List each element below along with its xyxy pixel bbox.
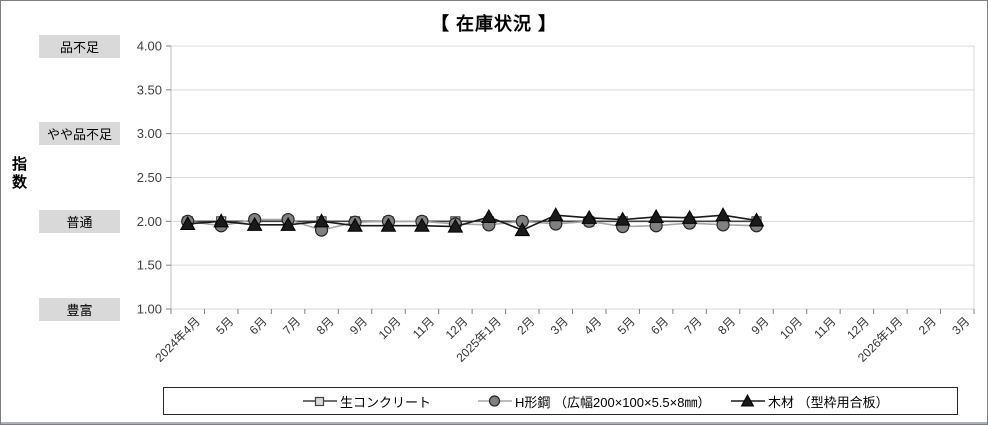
data-point-triangle[interactable] [246, 216, 263, 231]
x-tick-label: 6月 [648, 314, 671, 337]
data-point-triangle[interactable] [414, 217, 430, 232]
circle-legend-marker-icon [478, 395, 512, 407]
x-tick-label: 7月 [682, 314, 705, 337]
x-tick-label: 7月 [280, 314, 303, 337]
y-tick-label: 2.50 [137, 170, 162, 185]
x-tick-label: 10月 [376, 314, 404, 342]
data-point-triangle[interactable] [648, 208, 664, 223]
data-point-triangle[interactable] [614, 211, 631, 226]
x-tick-label: 9月 [749, 314, 772, 337]
x-tick-label: 2月 [514, 314, 537, 337]
chart-title: 【 在庫状況 】 [430, 14, 557, 34]
x-tick-label: 4月 [581, 314, 604, 337]
data-point-triangle[interactable] [179, 215, 196, 230]
y-tick-label: 4.00 [137, 39, 162, 54]
x-tick-label: 8月 [314, 314, 337, 337]
x-tick-label: 8月 [715, 314, 738, 337]
data-point-triangle[interactable] [681, 209, 698, 224]
level-label: やや品不足 [39, 122, 120, 146]
square-legend-marker-icon [303, 396, 337, 407]
y-tick-label: 3.50 [137, 82, 162, 97]
data-point-triangle[interactable] [514, 222, 531, 237]
x-tick-label: 2月 [916, 314, 939, 337]
x-tick-label: 9月 [347, 314, 370, 337]
x-tick-label: 5月 [213, 314, 236, 337]
x-tick-label: 3月 [949, 314, 972, 337]
legend-item-label: 生コンクリート [340, 394, 432, 410]
data-point-triangle[interactable] [280, 216, 296, 231]
legend-item[interactable]: 木材 （型枠用合板） [730, 388, 889, 414]
x-tick-label: 6月 [247, 314, 270, 337]
legend-item[interactable]: 生コンクリート [302, 388, 431, 414]
y-axis-title: 指数 [10, 156, 27, 192]
data-point-triangle[interactable] [481, 208, 497, 223]
x-tick-label: 10月 [777, 314, 805, 342]
legend-item[interactable]: H形鋼 （広幅200×100×5.5×8㎜） [477, 388, 710, 414]
x-tick-label: 11月 [811, 314, 838, 341]
x-tick-label: 12月 [844, 314, 872, 342]
legend: 生コンクリート H形鋼 （広幅200×100×5.5×8㎜） 木材 （型枠用合板） [163, 387, 958, 415]
triangle-legend-marker-icon [731, 394, 765, 407]
legend-item-label: 木材 （型枠用合板） [768, 394, 889, 410]
level-label: 普通 [39, 209, 120, 233]
data-point-triangle[interactable] [581, 209, 598, 224]
data-point-triangle[interactable] [380, 217, 397, 232]
data-point-triangle[interactable] [748, 212, 765, 227]
data-point-triangle[interactable] [213, 213, 230, 228]
x-tick-label: 12月 [443, 314, 471, 342]
x-tick-label: 11月 [410, 314, 437, 341]
series-line [187, 214, 757, 231]
data-point-triangle[interactable] [347, 217, 363, 232]
data-point-triangle[interactable] [547, 207, 564, 222]
y-tick-label: 1.00 [137, 302, 162, 317]
x-tick-label: 5月 [615, 314, 638, 337]
legend-item-label: H形鋼 （広幅200×100×5.5×8㎜） [515, 394, 711, 410]
y-tick-label: 3.00 [137, 126, 162, 141]
level-label: 豊富 [39, 297, 120, 321]
data-point-triangle[interactable] [313, 213, 330, 228]
window-bottom-edge [1, 422, 987, 424]
y-tick-label: 1.50 [137, 258, 162, 273]
data-point-triangle[interactable] [715, 207, 731, 222]
x-tick-label: 2024年4月 [152, 314, 202, 364]
level-label: 品不足 [39, 34, 120, 58]
x-tick-label: 3月 [548, 314, 571, 337]
data-point-triangle[interactable] [447, 218, 464, 233]
y-tick-label: 2.00 [137, 214, 162, 229]
